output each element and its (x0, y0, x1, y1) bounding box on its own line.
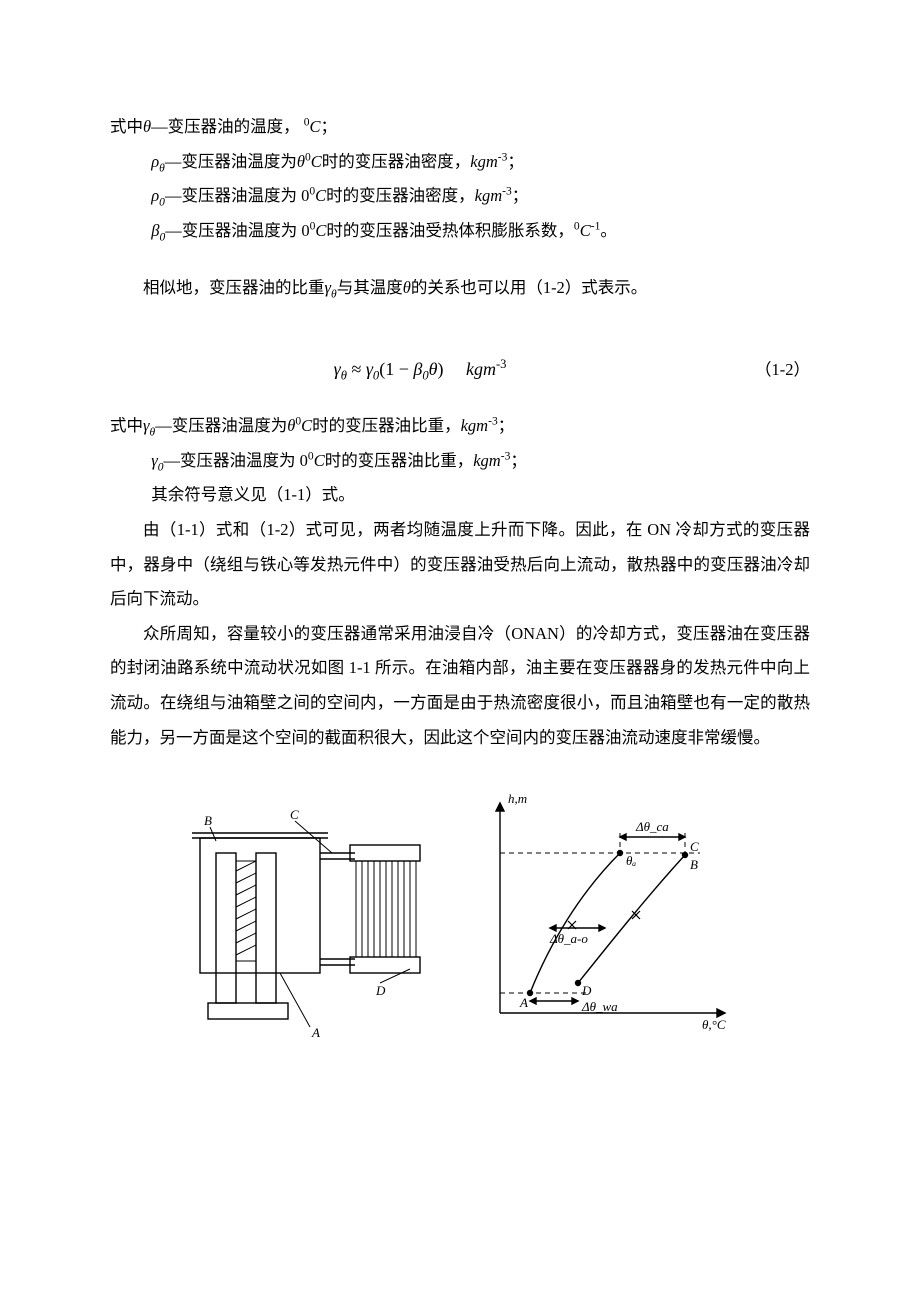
def-text: —变压器油温度为 0 (164, 451, 308, 470)
symbol-gamma-theta: γθ (143, 416, 155, 435)
tail: ； (510, 451, 527, 470)
fig-delta-wa: Δθ_wa (581, 999, 618, 1014)
node-B: B (690, 857, 698, 872)
symbol-rho-zero: ρ0 (151, 186, 165, 205)
def-text: 时的变压器油受热体积膨胀系数， (326, 221, 574, 240)
def-line: 式中γθ—变压器油温度为θ0C时的变压器油比重，kgm-3； (110, 409, 810, 444)
equation-body: γθ ≈ γ0(1 − β0θ) kgm-3 (334, 351, 507, 389)
tail: 。 (600, 221, 617, 240)
def-line: ρθ—变压器油温度为θ0C时的变压器油密度，kgm-3； (151, 145, 810, 180)
def-line: ρ0—变压器油温度为 00C时的变压器油密度，kgm-3； (151, 179, 810, 214)
symbol-theta: θ (403, 278, 411, 297)
figure-1-1: B C A D (110, 783, 810, 1043)
unit: 0C (308, 451, 325, 470)
unit: 0C (309, 186, 326, 205)
def-text: 时的变压器油比重， (325, 451, 474, 470)
axis-label-h: h,m (508, 791, 527, 806)
def-text: 时的变压器油比重， (312, 416, 461, 435)
fig-delta-ca: Δθ_ca (635, 819, 669, 834)
def-line: β0—变压器油温度为 00C时的变压器油受热体积膨胀系数，0C-1。 (151, 214, 810, 249)
node-C: C (690, 839, 699, 854)
unit: 0C (295, 416, 312, 435)
def-line: γ0—变压器油温度为 00C时的变压器油比重，kgm-3； (151, 444, 810, 479)
unit: kgm-3 (475, 186, 512, 205)
unit: 0C-1 (574, 221, 600, 240)
tail: ； (512, 186, 529, 205)
def-text: 时的变压器油密度， (322, 152, 471, 171)
symbol-rho-theta: ρθ (151, 152, 165, 171)
fig-theta-a: θₐ (626, 853, 636, 868)
paragraph-2: 众所周知，容量较小的变压器通常采用油浸自冷（ONAN）的冷却方式，变压器油在变压… (110, 617, 810, 756)
unit: 0C (304, 117, 321, 136)
symbol-gamma-theta: γθ (325, 278, 337, 297)
def-line: 式中θ—变压器油的温度， 0C； (110, 110, 810, 145)
def-text: —变压器油的温度， (151, 117, 300, 136)
tail: ； (507, 152, 524, 171)
def-prefix: 式中 (110, 117, 143, 136)
fig-label-B: B (204, 813, 212, 828)
unit: kgm-3 (470, 152, 507, 171)
tail: ； (321, 117, 338, 136)
paragraph-intro: 相似地，变压器油的比重γθ与其温度θ的关系也可以用（1-2）式表示。 (110, 271, 810, 306)
unit: 0C (310, 221, 327, 240)
def-text: —变压器油温度为 0 (165, 186, 309, 205)
tail: ； (498, 416, 515, 435)
axis-label-theta: θ,°C (702, 1017, 726, 1032)
def-text: —变压器油温度为 (165, 152, 297, 171)
unit: 0C (305, 152, 322, 171)
def-line: 其余符号意义见（1-1）式。 (151, 478, 810, 513)
definitions-block-1: 式中θ—变压器油的温度， 0C； ρθ—变压器油温度为θ0C时的变压器油密度，k… (110, 110, 810, 249)
equation-number: （1-2） (755, 353, 810, 388)
symbol-theta: θ (143, 117, 151, 136)
def-prefix: 式中 (110, 416, 143, 435)
unit: kgm-3 (461, 416, 498, 435)
fig-label-A: A (311, 1025, 320, 1040)
symbol-gamma-zero: γ0 (151, 451, 163, 470)
node-D: D (581, 983, 592, 998)
fig-label-C: C (290, 807, 299, 822)
symbol-theta: θ (297, 152, 305, 171)
definitions-block-2: 式中γθ—变压器油温度为θ0C时的变压器油比重，kgm-3； γ0—变压器油温度… (110, 409, 810, 513)
symbol-beta-zero: β0 (151, 221, 165, 240)
figure-svg: B C A D (180, 783, 740, 1043)
unit: kgm-3 (473, 451, 510, 470)
def-text: —变压器油温度为 (155, 416, 287, 435)
fig-label-D: D (375, 983, 386, 998)
node-A: A (519, 995, 528, 1010)
def-text: 时的变压器油密度， (326, 186, 475, 205)
def-text: —变压器油温度为 0 (165, 221, 309, 240)
paragraph-1: 由（1-1）式和（1-2）式可见，两者均随温度上升而下降。因此，在 ON 冷却方… (110, 513, 810, 617)
equation-1-2: γθ ≈ γ0(1 − β0θ) kgm-3 （1-2） (110, 351, 810, 389)
fig-delta-ao: Δθ_a-o (549, 931, 588, 946)
